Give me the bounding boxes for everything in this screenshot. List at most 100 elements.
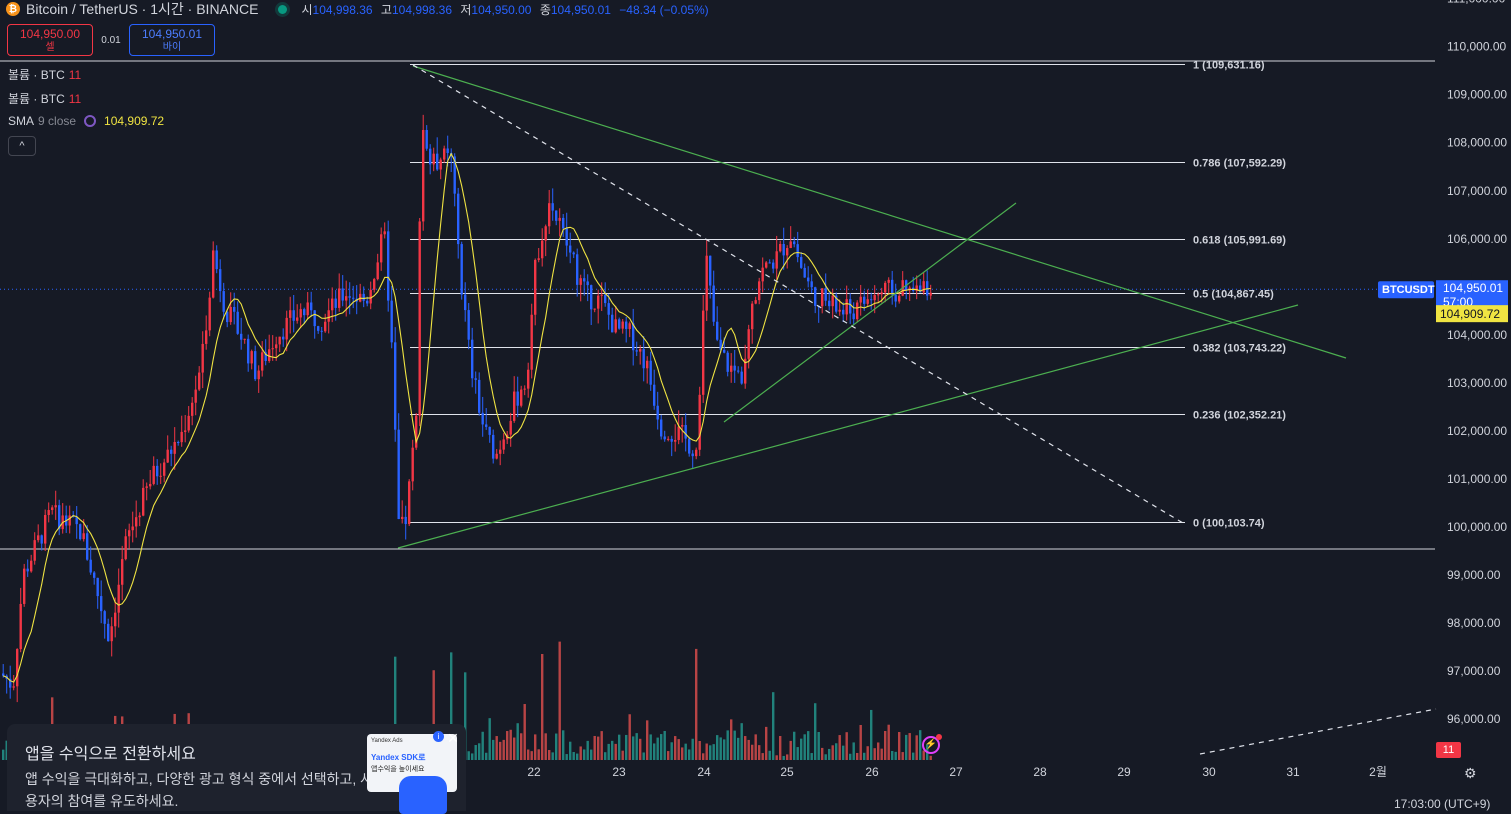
candle-body xyxy=(117,584,120,613)
timezone-clock[interactable]: 17:03:00 (UTC+9) xyxy=(1394,797,1491,811)
volume-bar xyxy=(709,745,712,760)
candle-body xyxy=(663,436,666,440)
candle-body xyxy=(33,540,36,561)
candle-body xyxy=(86,533,89,560)
symbol-title[interactable]: Bitcoin / TetherUS · 1시간 · BINANCE xyxy=(26,1,259,17)
candle-body xyxy=(772,262,775,269)
candle-body xyxy=(415,415,418,448)
collapse-legend-button[interactable]: ^ xyxy=(8,136,36,156)
candle-body xyxy=(219,269,222,292)
candle-body xyxy=(380,234,383,263)
legend-sma[interactable]: SMA 9 close 104,909.72 xyxy=(8,114,165,128)
fib-level-label: 0 (100,103.74) xyxy=(1193,518,1265,530)
candle-body xyxy=(499,449,502,454)
candle-body xyxy=(744,358,747,384)
volume-bar xyxy=(432,670,435,760)
sma-color-icon xyxy=(84,115,97,127)
candle-body xyxy=(411,447,414,482)
price-axis-label: 100,000.00 xyxy=(1447,520,1507,534)
candle-body xyxy=(446,148,449,154)
triangle-upper-trendline xyxy=(412,65,1347,359)
volume-bar xyxy=(768,750,771,760)
candle-body xyxy=(611,314,614,333)
candle-body xyxy=(803,267,806,278)
candle-body xyxy=(667,438,670,440)
candle-body xyxy=(198,372,201,390)
volume-bar xyxy=(523,704,526,760)
trade-panel: 104,950.00 셀 0.01 104,950.01 바이 xyxy=(7,24,215,56)
candle-body xyxy=(180,431,183,443)
buy-button[interactable]: 104,950.01 바이 xyxy=(129,24,215,56)
candle-body xyxy=(422,129,425,222)
legend-volume-1[interactable]: 볼륨 · BTC 11 xyxy=(8,67,82,83)
volume-bar xyxy=(887,724,890,760)
volume-bar xyxy=(747,739,750,760)
candle-body xyxy=(303,309,306,316)
candle-body xyxy=(331,298,334,311)
candle-body xyxy=(751,303,754,330)
candle-body xyxy=(737,370,740,372)
volume-bar xyxy=(674,736,677,760)
candles xyxy=(2,114,932,703)
candle-body xyxy=(149,483,152,487)
candle-body xyxy=(646,360,649,369)
candle-body xyxy=(873,295,876,301)
candle-body xyxy=(740,371,743,384)
flash-icon[interactable]: ⚡ xyxy=(922,734,942,754)
volume-bar xyxy=(782,755,785,760)
volume-bar xyxy=(912,752,915,760)
ad-mascot-image xyxy=(399,776,447,814)
volume-bar xyxy=(866,746,869,760)
legend-volume-2[interactable]: 볼륨 · BTC 11 xyxy=(8,91,82,107)
settings-gear-icon[interactable]: ⚙ xyxy=(1464,765,1477,781)
candle-body xyxy=(338,288,341,308)
candle-body xyxy=(236,311,239,334)
candle-body xyxy=(464,294,467,311)
volume-bar xyxy=(803,734,806,760)
candle-body xyxy=(471,339,474,379)
volume-bar xyxy=(506,731,509,760)
ad-info-icon[interactable]: i xyxy=(433,731,444,742)
candle-body xyxy=(684,425,687,439)
ad-close-icon[interactable]: ✕ xyxy=(447,730,459,746)
volume-bar xyxy=(859,724,862,760)
volume-bar xyxy=(481,731,484,760)
price-axis-label: 101,000.00 xyxy=(1447,472,1507,486)
candle-body xyxy=(639,349,642,352)
candle-body xyxy=(401,516,404,520)
candle-body xyxy=(635,350,638,352)
candle-body xyxy=(177,442,180,444)
volume-bar xyxy=(863,752,866,760)
volume-bar xyxy=(786,754,789,760)
candle-body xyxy=(187,415,190,431)
candle-body xyxy=(19,603,22,650)
candle-body xyxy=(726,352,729,372)
candle-body xyxy=(716,321,719,340)
candle-body xyxy=(376,262,379,280)
candle-body xyxy=(194,389,197,403)
candle-body xyxy=(121,559,124,585)
candle-body xyxy=(583,278,586,282)
volume-bar xyxy=(576,753,579,760)
volume-bar xyxy=(527,749,530,760)
sell-button[interactable]: 104,950.00 셀 xyxy=(7,24,93,56)
time-axis-label: 24 xyxy=(697,765,711,779)
candle-body xyxy=(222,291,225,312)
candle-body xyxy=(240,333,243,340)
volume-bar xyxy=(908,733,911,760)
candle-body xyxy=(271,348,274,350)
ad-title: 앱을 수익으로 전환하세요 xyxy=(25,746,196,763)
candle-body xyxy=(443,148,446,160)
candle-body xyxy=(68,515,71,526)
candle-body xyxy=(670,438,673,442)
candle-body xyxy=(723,349,726,353)
candle-body xyxy=(653,384,656,406)
ad-panel[interactable]: 앱을 수익으로 전환하세요 앱 수익을 극대화하고, 다양한 광고 형식 중에서… xyxy=(7,724,466,814)
candle-body xyxy=(432,153,435,165)
sma-price-tag xyxy=(1436,305,1508,323)
candle-body xyxy=(152,465,155,484)
candle-body xyxy=(492,434,495,459)
volume-bar xyxy=(548,750,551,760)
candle-body xyxy=(170,449,173,454)
